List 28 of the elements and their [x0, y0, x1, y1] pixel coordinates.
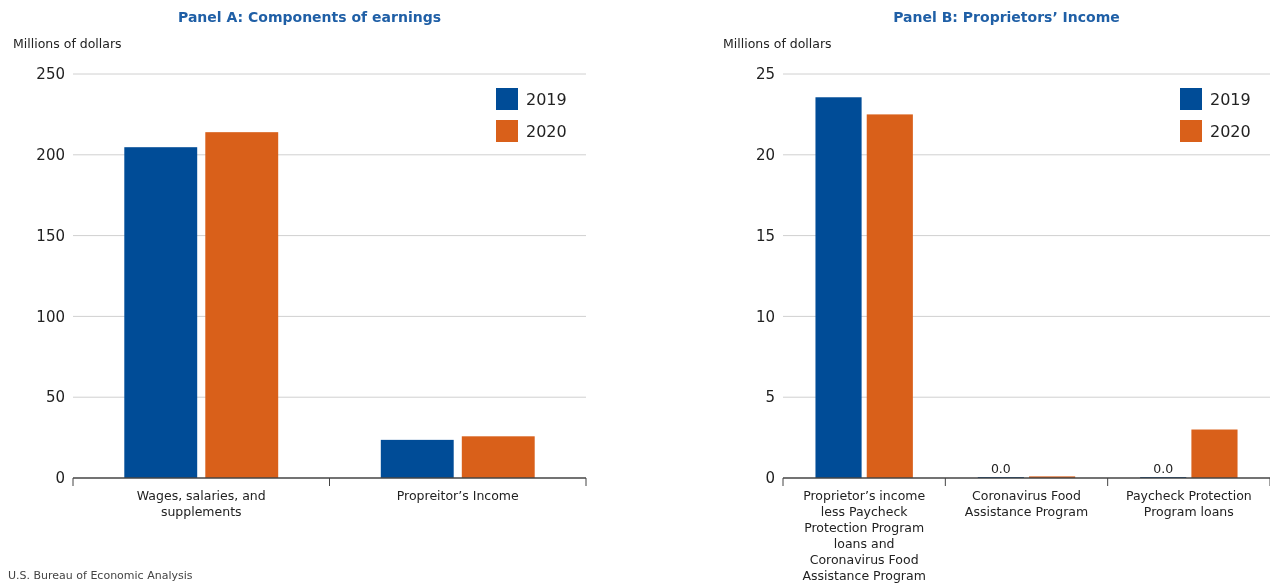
x-tick-label: Proprietor’s income less Paycheck Protection Program loans and Coronavirus Food Assistance Program [802, 488, 926, 583]
legend-label: 2020 [1210, 121, 1251, 141]
legend-label: 2020 [526, 121, 567, 141]
x-tick-label: Propreitor’s Income [396, 488, 520, 503]
y-tick-label: 250 [36, 65, 65, 84]
x-tick-label: Wages, salaries, and supplements [136, 488, 266, 519]
chart-title: Panel A: Components of earnings [178, 9, 441, 25]
y-tick-label: 20 [755, 146, 775, 165]
x-tick-label: Coronavirus Food Assistance Program [964, 488, 1089, 519]
y-tick-label: 25 [755, 65, 775, 84]
data-label: 0.0 [990, 461, 1011, 476]
legend-label: 2019 [1210, 89, 1251, 109]
y-tick-label: 10 [755, 307, 775, 326]
x-tick-label: Paycheck Protection Program loans [1125, 488, 1252, 519]
chart-title: Panel B: Proprietors’ Income [893, 9, 1120, 25]
y-tick-label: 100 [36, 307, 65, 326]
y-axis-title: Millions of dollars [13, 36, 122, 51]
y-tick-label: 200 [36, 146, 65, 165]
y-tick-label: 5 [765, 388, 775, 407]
y-axis-title: Millions of dollars [723, 36, 832, 51]
data-label: 0.0 [1153, 461, 1174, 476]
y-tick-label: 150 [36, 226, 65, 245]
y-tick-label: 50 [45, 388, 65, 407]
y-tick-label: 0 [55, 469, 65, 488]
legend-label: 2019 [526, 89, 567, 109]
y-tick-label: 0 [765, 469, 775, 488]
text: U.S. Bureau of Economic Analysis [8, 569, 193, 582]
y-tick-label: 15 [755, 226, 775, 245]
